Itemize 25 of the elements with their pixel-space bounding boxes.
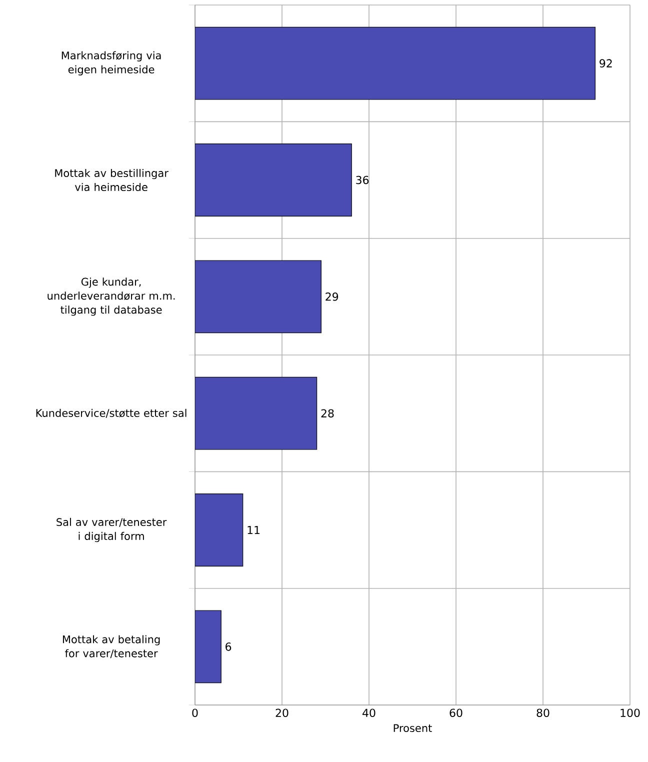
bar [195,260,322,334]
x-tick-label: 80 [536,708,550,718]
x-tick-label: 0 [192,708,198,718]
x-tick-label: 100 [620,708,640,718]
y-tick-label: Mottak av betaling for varer/tenester [62,635,160,658]
bar [195,376,318,450]
x-axis-title: Prosent [394,724,432,732]
data-label: 36 [356,176,369,184]
data-label: 92 [600,59,612,68]
x-tick-label: 40 [362,708,376,718]
data-label: 6 [226,642,232,651]
x-tick-label: 20 [276,708,288,718]
y-tick-label: Kundeservice/støtte etter sal [36,408,186,418]
bar [195,26,596,100]
data-label: 11 [248,526,260,534]
y-tick-label: Marknadsføring via eigen heimeside [62,51,161,76]
y-tick-label: Sal av varer/tenester i digital form [56,518,167,542]
y-tick-label: Gje kundar, underleverandørar m.m. tilgang til database [48,278,175,316]
data-label: 28 [321,409,334,418]
data-label: 29 [326,292,338,301]
bar [195,144,352,216]
bar [195,494,244,566]
x-tick-label: 60 [450,708,462,718]
bar [195,610,222,684]
y-tick-label: Mottak av bestillingar via heimeside [55,168,168,192]
